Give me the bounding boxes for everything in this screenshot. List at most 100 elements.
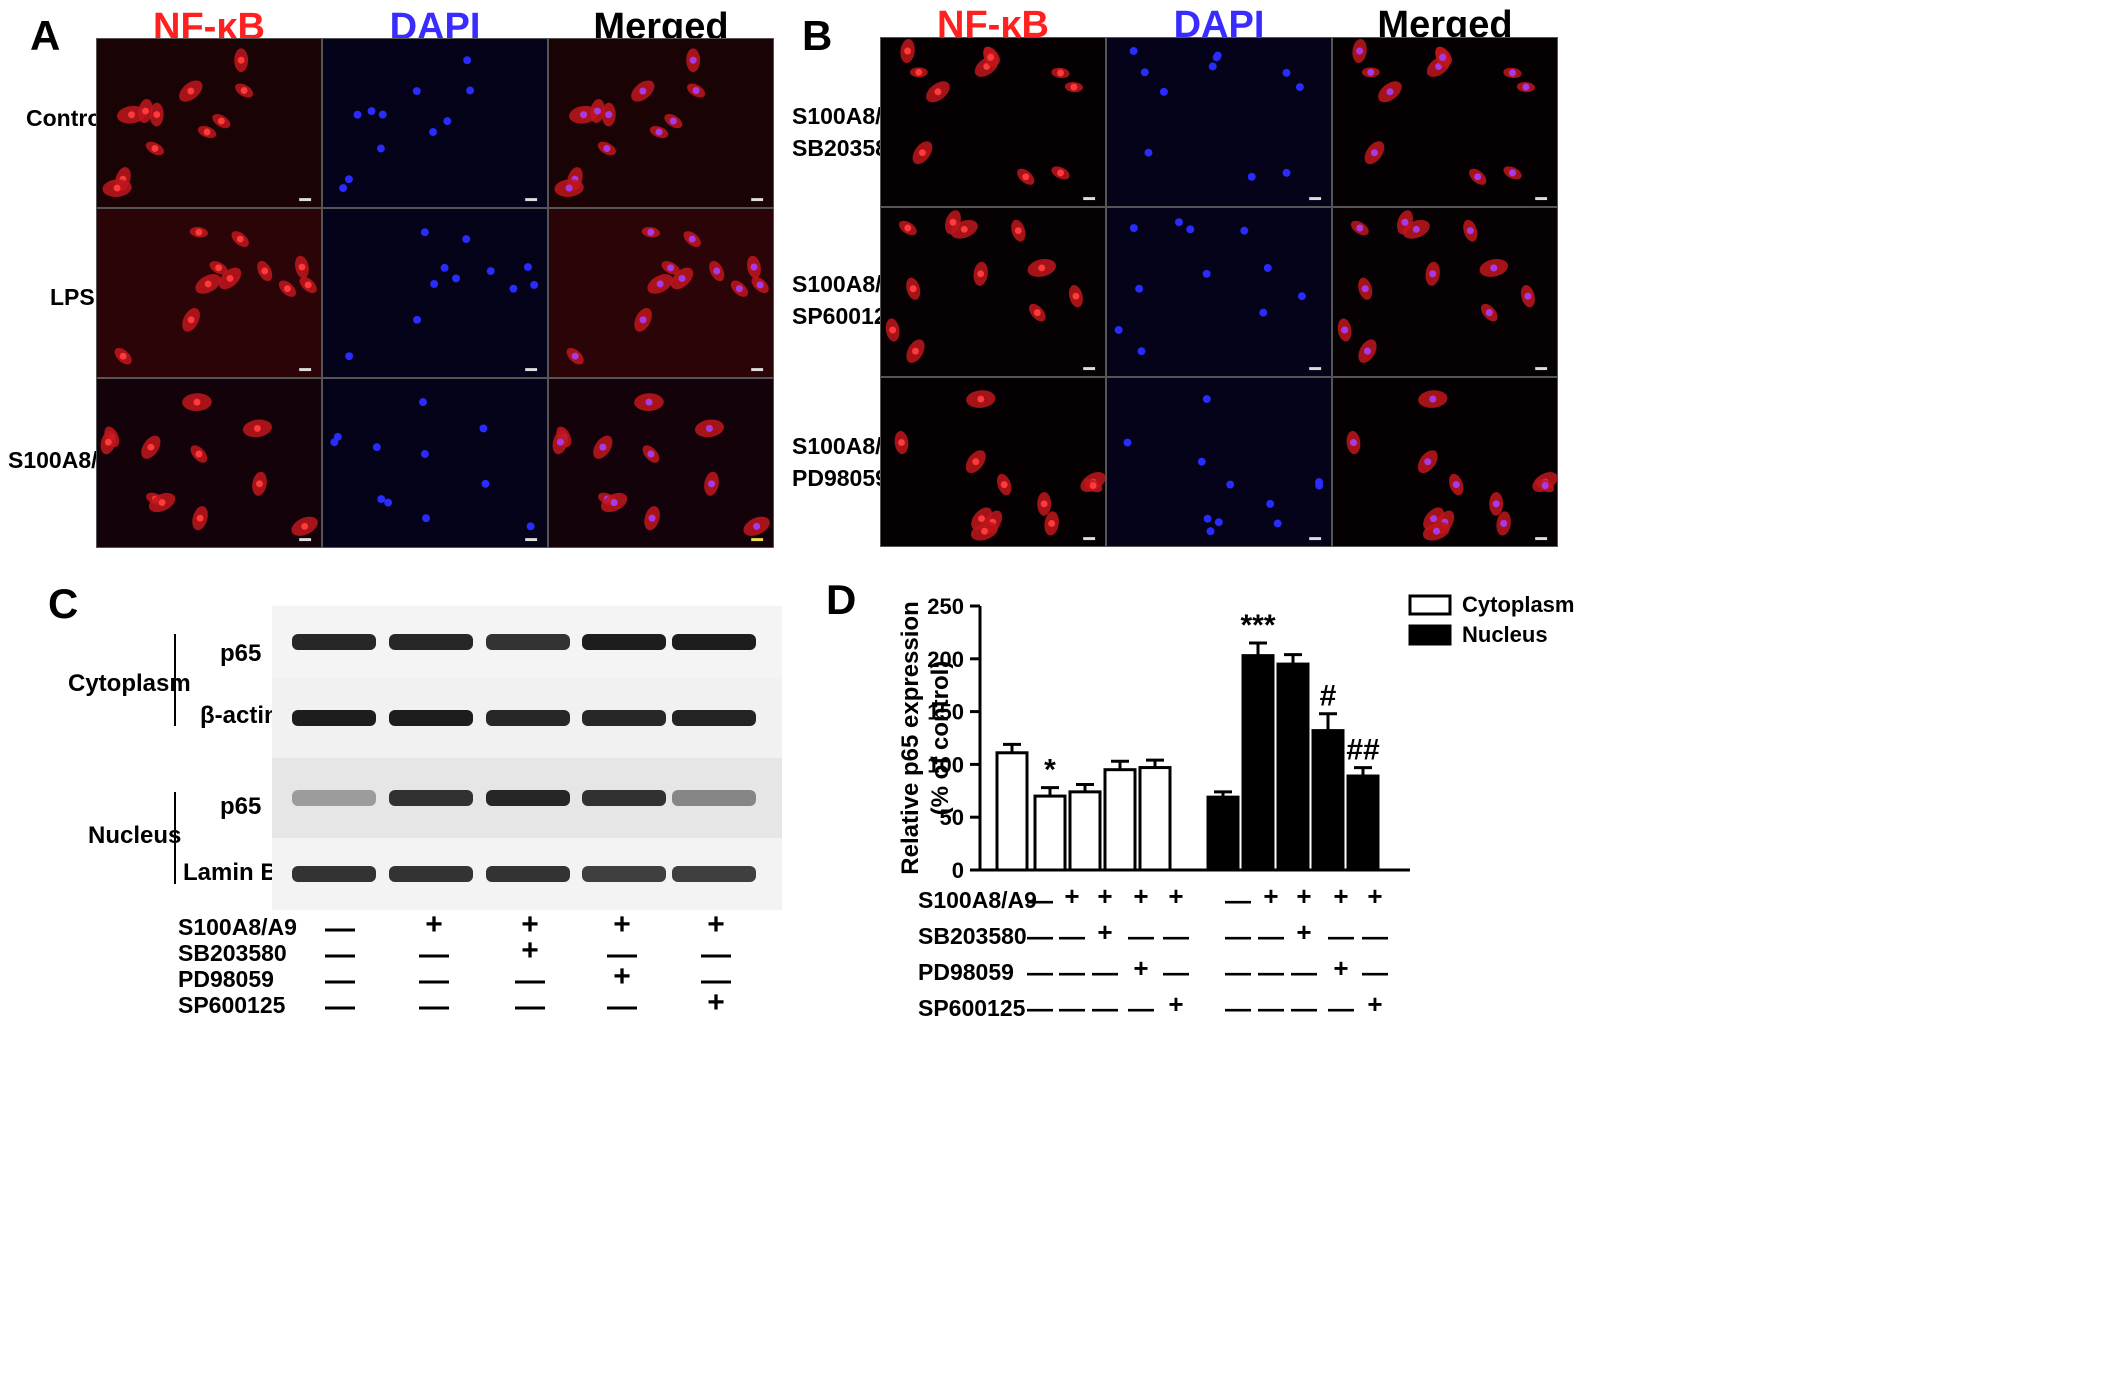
micrograph-a-r1-c1 <box>96 38 322 208</box>
micrograph-b-r1-c2 <box>1106 37 1332 207</box>
bar-nucleus-2 <box>1241 654 1275 872</box>
treatment-sign: — <box>1291 993 1317 1023</box>
micrograph-b-r3-c1 <box>880 377 1106 547</box>
treatment-sign: — <box>1163 921 1189 951</box>
treatment-sign: + <box>1296 917 1312 947</box>
treatment-sign: — <box>701 964 731 997</box>
treatment-sign: + <box>1263 881 1279 911</box>
treatment-label: S100A8/A9 <box>918 887 1037 913</box>
group-label-nucleus: Nucleus <box>88 822 182 849</box>
bar-nucleus-1 <box>1206 795 1240 872</box>
treatment-sign: — <box>325 912 355 945</box>
micrograph-b-r2-c3 <box>1332 207 1558 377</box>
micrograph-b-r1-c3 <box>1332 37 1558 207</box>
treatment-sign: — <box>515 964 545 997</box>
band-label: p65 <box>220 640 262 667</box>
treatment-label: SP600125 <box>918 995 1026 1021</box>
treatment-sign: — <box>607 938 637 971</box>
treatment-sign: — <box>515 990 545 1023</box>
treatment-sign: + <box>1064 881 1080 911</box>
panel-label-c: C <box>48 580 79 627</box>
micrograph-a-r2-c2 <box>322 208 548 378</box>
y-axis-label: (% of control) <box>927 661 954 816</box>
treatment-sign: + <box>1367 881 1383 911</box>
micrograph-a-r3-c1 <box>96 378 322 548</box>
treatment-sign: — <box>1059 993 1085 1023</box>
micrograph-grid-b <box>880 37 1558 547</box>
treatment-sign: — <box>1027 957 1053 987</box>
bar-cytoplasm-4 <box>1103 768 1137 872</box>
treatment-sign: — <box>419 938 449 971</box>
micrograph-a-r3-c2 <box>322 378 548 548</box>
treatment-sign: + <box>521 934 539 967</box>
significance-label: # <box>1320 680 1337 713</box>
treatment-sign: — <box>1258 921 1284 951</box>
treatment-sign: + <box>1296 881 1312 911</box>
treatment-sign: + <box>1168 989 1184 1019</box>
treatment-sign: — <box>1258 993 1284 1023</box>
treatment-sign: — <box>1128 921 1154 951</box>
blot-strip-nuc-p65 <box>272 758 782 838</box>
treatment-sign: + <box>613 908 631 941</box>
treatment-sign: + <box>707 986 725 1019</box>
legend-swatch <box>1408 594 1452 616</box>
treatment-sign: + <box>1133 953 1149 983</box>
treatment-sign: + <box>425 908 443 941</box>
panel-label-d: D <box>826 576 857 623</box>
micrograph-b-r1-c1 <box>880 37 1106 207</box>
band-label: β-actin <box>200 702 279 729</box>
treatment-sign: — <box>1163 957 1189 987</box>
treatment-sign: — <box>1059 957 1085 987</box>
treatment-sign: — <box>1291 957 1317 987</box>
micrograph-a-r1-c2 <box>322 38 548 208</box>
treatment-sign: — <box>325 964 355 997</box>
legend-label: Cytoplasm <box>1462 592 1574 617</box>
band-label: p65 <box>220 793 262 820</box>
treatment-sign: + <box>1097 881 1113 911</box>
treatment-sign: — <box>1027 885 1053 915</box>
treatment-sign: + <box>1367 989 1383 1019</box>
legend-label: Nucleus <box>1462 622 1548 647</box>
treatment-sign: — <box>1225 993 1251 1023</box>
legend-swatch <box>1408 624 1452 646</box>
panel-label-a: A <box>30 12 61 59</box>
micrograph-a-r1-c3 <box>548 38 774 208</box>
micrograph-a-r3-c3 <box>548 378 774 548</box>
panel-label-b: B <box>802 12 833 59</box>
row-label: Control <box>26 105 108 131</box>
treatment-sign: + <box>1333 953 1349 983</box>
significance-label: * <box>1044 754 1056 787</box>
significance-label: *** <box>1240 609 1275 642</box>
treatment-label: PD98059 <box>178 966 274 992</box>
treatment-sign: — <box>419 964 449 997</box>
bracket-line <box>174 634 176 726</box>
y-tick-label: 200 <box>927 647 964 672</box>
treatment-sign: — <box>1128 993 1154 1023</box>
bar-nucleus-3 <box>1276 662 1310 872</box>
blot-strip-beta-actin <box>272 678 782 758</box>
blot-strip-lamin-b1 <box>272 838 782 910</box>
treatment-sign: + <box>707 908 725 941</box>
y-tick-label: 50 <box>940 805 964 830</box>
treatment-sign: — <box>1027 993 1053 1023</box>
bar-cytoplasm-2 <box>1033 794 1067 872</box>
significance-label: ## <box>1346 734 1380 767</box>
treatment-label: SB203580 <box>918 923 1027 949</box>
treatment-sign: — <box>1362 957 1388 987</box>
treatment-sign: — <box>1258 957 1284 987</box>
micrograph-grid-a <box>96 38 774 548</box>
bar-cytoplasm-5 <box>1138 766 1172 872</box>
bar-nucleus-4 <box>1311 729 1345 872</box>
treatment-sign: + <box>1168 881 1184 911</box>
y-tick-label: 0 <box>952 858 964 883</box>
treatment-sign: — <box>1225 921 1251 951</box>
treatment-sign: + <box>521 908 539 941</box>
treatment-label: S100A8/A9 <box>178 914 297 940</box>
treatment-sign: — <box>701 938 731 971</box>
group-label-cytoplasm: Cytoplasm <box>68 670 191 697</box>
treatment-sign: — <box>1027 921 1053 951</box>
y-axis-label: Relative p65 expression <box>897 601 924 874</box>
micrograph-b-r3-c3 <box>1332 377 1558 547</box>
bar-nucleus-5 <box>1346 774 1380 872</box>
